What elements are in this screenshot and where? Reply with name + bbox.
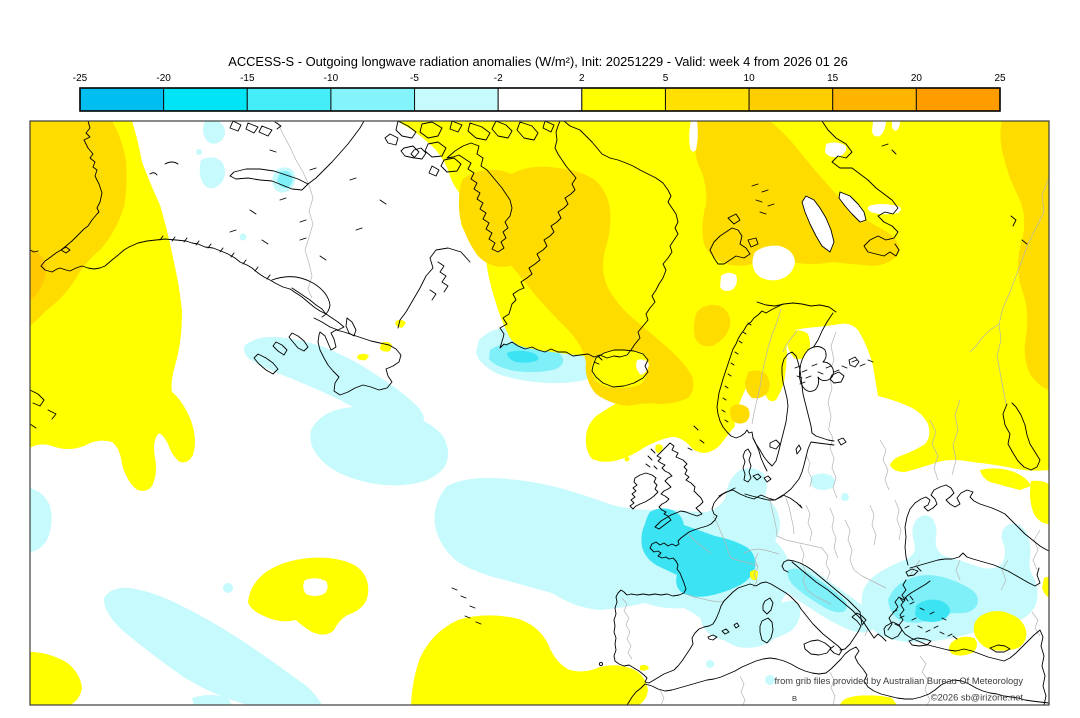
svg-text:ACCESS-S - Outgoing longwave r: ACCESS-S - Outgoing longwave radiation a… bbox=[228, 54, 848, 69]
svg-text:2: 2 bbox=[579, 73, 585, 84]
svg-text:-5: -5 bbox=[410, 73, 419, 84]
svg-text:15: 15 bbox=[827, 73, 839, 84]
svg-text:20: 20 bbox=[911, 73, 923, 84]
svg-text:from grib files provided by Au: from grib files provided by Australian B… bbox=[774, 676, 1023, 686]
svg-text:10: 10 bbox=[744, 73, 756, 84]
svg-text:25: 25 bbox=[994, 73, 1006, 84]
svg-text:-20: -20 bbox=[156, 73, 171, 84]
svg-text:©2026 sb@irizone.net: ©2026 sb@irizone.net bbox=[931, 693, 1024, 703]
svg-text:-15: -15 bbox=[240, 73, 255, 84]
svg-text:B: B bbox=[792, 694, 797, 703]
svg-text:-25: -25 bbox=[73, 73, 88, 84]
svg-text:5: 5 bbox=[663, 73, 669, 84]
svg-text:-2: -2 bbox=[494, 73, 503, 84]
svg-text:-10: -10 bbox=[324, 73, 339, 84]
